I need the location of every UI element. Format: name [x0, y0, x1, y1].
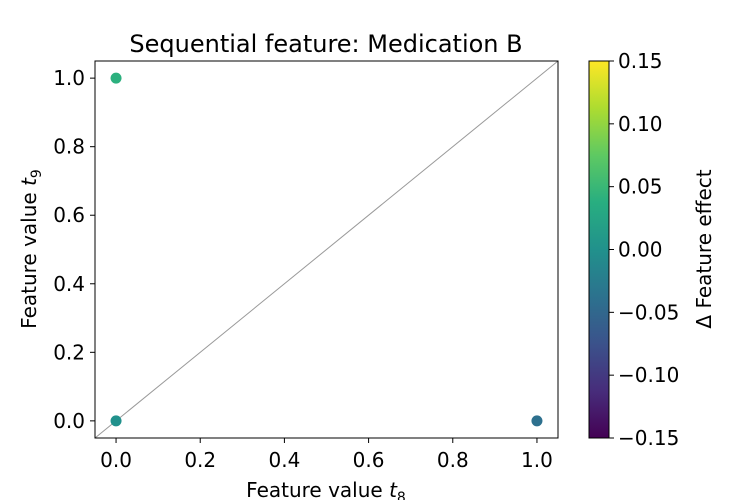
x-axis-label-sub: 8: [397, 490, 406, 500]
y-tick-label: 0.8: [53, 135, 85, 159]
colorbar-tick-label: 0.05: [618, 175, 663, 199]
colorbar-tick-label: 0.10: [618, 112, 663, 136]
colorbar-tick-label: −0.15: [618, 426, 679, 450]
colorbar-tick-label: −0.10: [618, 363, 679, 387]
colorbar-gradient: [589, 61, 609, 438]
colorbar-label: Δ Feature effect: [692, 169, 716, 328]
x-tick-label: 0.8: [437, 448, 469, 472]
colorbar: 0.15 0.10 0.05 0.00 −0.05 −0.10 −0.15: [589, 49, 679, 450]
colorbar-tick-label: 0.15: [618, 49, 663, 73]
y-axis-label-sub: 9: [29, 169, 45, 178]
reference-diagonal-line: [95, 61, 558, 438]
x-axis-label: Feature value t8: [246, 478, 406, 500]
colorbar-tick-label: −0.05: [618, 300, 679, 324]
y-axis-label-main: Feature value: [17, 186, 41, 329]
y-tick-label: 0.4: [53, 272, 85, 296]
x-tick-label: 0.4: [269, 448, 301, 472]
y-tick-label: 0.6: [53, 203, 85, 227]
y-tick-label: 1.0: [53, 66, 85, 90]
data-point-1: [111, 415, 122, 426]
x-tick-label: 0.6: [353, 448, 385, 472]
data-point-0: [111, 73, 122, 84]
x-tick-label: 0.2: [184, 448, 216, 472]
x-axis-label-main: Feature value: [246, 478, 389, 500]
y-tick-label: 0.2: [53, 340, 85, 364]
x-tick-label: 1.0: [521, 448, 553, 472]
data-point-2: [531, 415, 542, 426]
y-tick-label: 0.0: [53, 409, 85, 433]
x-tick-label: 0.0: [100, 448, 132, 472]
y-axis-label: Feature value t9: [17, 169, 45, 329]
colorbar-tick-label: 0.00: [618, 238, 663, 262]
chart-title: Sequential feature: Medication B: [129, 30, 522, 58]
plot-area: 0.0 0.2 0.4 0.6 0.8 1.0 0.0 0.2 0.4 0.6 0.8 1.0: [53, 61, 558, 472]
